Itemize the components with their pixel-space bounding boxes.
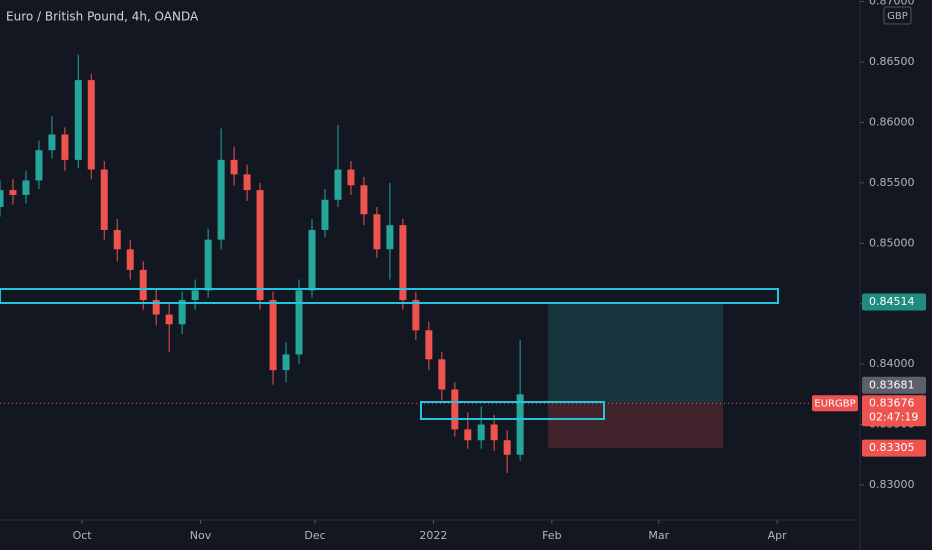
candle-body: [282, 354, 290, 371]
last-price: 0.83676: [869, 396, 915, 409]
stop-price-box: [862, 439, 926, 457]
candle-body: [451, 389, 459, 430]
support-zone: [420, 401, 605, 420]
x-tick-label: Feb: [542, 529, 561, 542]
chart-title: Euro / British Pound, 4h, OANDA: [6, 10, 199, 24]
candle-body: [178, 300, 186, 325]
candle-body: [360, 185, 368, 215]
last-price-box: [862, 395, 926, 427]
candle-body: [230, 159, 238, 175]
target-zone: [548, 301, 723, 403]
x-tick-label: Dec: [304, 529, 325, 542]
candle-body: [347, 169, 355, 186]
stop-price: 0.83305: [869, 441, 915, 454]
y-tick-label: 0.84000: [869, 357, 915, 370]
plot-area: [0, 54, 860, 473]
currency-box: [883, 6, 912, 25]
x-tick-label: 2022: [419, 529, 447, 542]
target-price-box: [862, 293, 926, 311]
symbol-box: [812, 395, 858, 412]
symbol: EURGBP: [814, 398, 855, 409]
candle-body: [61, 134, 69, 160]
candle-body: [48, 134, 56, 151]
candle-body: [373, 214, 381, 250]
y-tick-label: 0.85000: [869, 236, 915, 249]
candle-body: [321, 199, 329, 230]
y-tick-label: 0.85500: [869, 176, 915, 189]
candle-body: [412, 300, 420, 331]
candle-body: [165, 314, 173, 325]
candle-body: [35, 150, 43, 181]
candle-body: [386, 225, 394, 250]
candle-body: [425, 330, 433, 360]
target-price: 0.84514: [869, 295, 915, 308]
x-tick-label: Mar: [648, 529, 669, 542]
candle-body: [191, 290, 199, 301]
candle-body: [269, 300, 277, 371]
candle-body: [87, 80, 95, 170]
y-tick-label: 0.83000: [869, 478, 915, 491]
candle-body: [126, 249, 134, 270]
candle-body: [9, 190, 17, 195]
currency: GBP: [887, 11, 908, 22]
y-tick-label: 0.87000: [869, 0, 915, 8]
candle-body: [477, 424, 485, 441]
x-tick-label: Oct: [73, 529, 93, 542]
x-tick-label: Apr: [768, 529, 788, 542]
candle-body: [464, 429, 472, 441]
candle-body: [490, 424, 498, 441]
candle-body: [0, 190, 4, 208]
candle-body: [308, 229, 316, 291]
candle-body: [139, 269, 147, 301]
candle-body: [243, 174, 251, 191]
candle-body: [100, 169, 108, 230]
candle-body: [74, 80, 82, 160]
stop-zone: [548, 402, 723, 449]
candle-body: [503, 440, 511, 455]
candle-body: [334, 169, 342, 200]
candle-body: [217, 159, 225, 240]
candle-body: [204, 239, 212, 291]
candle-body: [256, 190, 264, 301]
candle-body: [152, 300, 160, 315]
x-tick-label: Nov: [190, 529, 212, 542]
candle-body: [295, 290, 303, 355]
entry-price: 0.83681: [869, 378, 915, 391]
y-tick-label: 0.86000: [869, 115, 915, 128]
candle-body: [438, 359, 446, 390]
countdown: 02:47:19: [869, 410, 918, 423]
resistance-zone: [0, 288, 779, 304]
candle-body: [113, 229, 121, 250]
candle-body: [399, 225, 407, 301]
candle-body: [516, 394, 524, 455]
candle-body: [22, 180, 30, 195]
entry-price-box: [862, 376, 926, 394]
y-tick-label: 0.86500: [869, 55, 915, 68]
